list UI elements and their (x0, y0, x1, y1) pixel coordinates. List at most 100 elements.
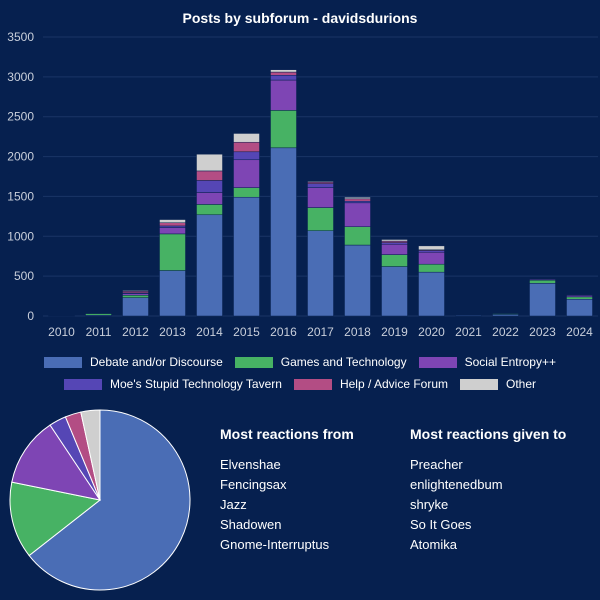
bar-segment (529, 279, 556, 284)
x-tick-label: 2016 (270, 325, 297, 339)
x-tick-label: 2021 (455, 325, 482, 339)
legend-item[interactable]: Moe's Stupid Technology Tavern (63, 377, 282, 391)
y-tick-label: 2500 (7, 110, 34, 124)
legend-swatch (460, 378, 498, 390)
reactions-from-item: Fencingsax (220, 477, 287, 492)
x-tick-label: 2020 (418, 325, 445, 339)
legend-row: Debate and/or Discourse Games and Technol… (0, 355, 600, 369)
legend-swatch (63, 378, 102, 390)
bar-segment (381, 244, 408, 255)
bar-segment (566, 299, 593, 317)
bar-segment (307, 183, 334, 188)
bar-segment (455, 314, 482, 317)
bar-segment (159, 270, 186, 317)
x-tick-label: 2014 (196, 325, 223, 339)
legend-label: Moe's Stupid Technology Tavern (109, 377, 282, 391)
legend-swatch (418, 356, 457, 368)
bar-segment (85, 313, 112, 316)
pie-slice (9, 481, 102, 557)
bar-segment (270, 69, 297, 73)
bar-segment (159, 227, 186, 235)
y-tick-label: 1500 (7, 189, 34, 203)
bar-segment (233, 159, 260, 188)
bar-segment (196, 192, 223, 205)
bar-segment (344, 196, 371, 200)
bar-segment (233, 133, 260, 143)
reactions-from-title: Most reactions from (220, 426, 354, 442)
y-tick-label: 0 (27, 309, 34, 323)
bar-segment (233, 141, 260, 153)
legend-row: Moe's Stupid Technology Tavern Help / Adv… (0, 377, 600, 391)
bar-segment (381, 239, 408, 242)
reactions-to-panel: Most reactions given to Preacher enlight… (410, 426, 566, 555)
reactions-to-title: Most reactions given to (410, 426, 567, 442)
bar-segment (196, 153, 223, 172)
bar-segment (344, 198, 371, 202)
bar-segment (566, 294, 593, 296)
bar-segment (159, 222, 186, 227)
x-tick-label: 2018 (344, 325, 371, 339)
pie-slice (28, 409, 191, 591)
legend-item[interactable]: Games and Technology (234, 355, 407, 369)
x-tick-label: 2015 (233, 325, 260, 339)
y-tick-label: 500 (14, 269, 34, 283)
bar-segment (418, 251, 445, 265)
bar-segment (159, 233, 186, 271)
reactions-to-item: Preacher (410, 457, 463, 472)
bar-segment (196, 204, 223, 216)
bar-segment (344, 202, 371, 227)
legend-label: Games and Technology (280, 355, 407, 369)
legend-item[interactable]: Social Entropy++ (418, 355, 556, 369)
legend-label: Help / Advice Forum (339, 377, 448, 391)
bar-segment (492, 313, 519, 315)
pie-slice (11, 424, 102, 501)
bar-segment (233, 187, 260, 198)
bar-segment (233, 151, 260, 161)
bar-segment (233, 196, 260, 317)
bar-segment (270, 110, 297, 149)
reactions-from-item: Jazz (220, 497, 247, 512)
y-tick-label: 1000 (7, 229, 34, 243)
bar-segment (122, 290, 149, 292)
x-tick-label: 2017 (307, 325, 334, 339)
bar-segment (270, 147, 297, 317)
bar-segment (381, 266, 408, 317)
bar-segment (381, 254, 408, 267)
x-tick-label: 2013 (159, 325, 186, 339)
legend-swatch (293, 378, 332, 390)
bar-segment (270, 79, 297, 111)
pie-slice (80, 409, 101, 501)
reactions-to-item: enlightenedbum (410, 477, 503, 492)
bar-segment (344, 226, 371, 246)
x-tick-label: 2022 (492, 325, 519, 339)
chart-title: Posts by subforum - davidsdurions (183, 10, 418, 26)
x-tick-label: 2023 (529, 325, 556, 339)
x-tick-label: 2019 (381, 325, 408, 339)
bar-segment (418, 271, 445, 317)
legend-label: Other (506, 377, 537, 391)
bar-segment (344, 244, 371, 317)
reactions-to-item: So It Goes (410, 517, 472, 532)
bar-segment (307, 187, 334, 208)
legend-item[interactable]: Help / Advice Forum (293, 377, 448, 391)
bar-segment (418, 263, 445, 273)
bar-segment (270, 71, 297, 76)
bar-segment (270, 75, 297, 81)
reactions-to-item: Atomika (410, 537, 457, 552)
bar-segment (418, 245, 445, 251)
reactions-from-panel: Most reactions from Elvenshae Fencingsax… (220, 426, 354, 555)
legend-item[interactable]: Debate and/or Discourse (44, 355, 223, 369)
x-tick-label: 2011 (86, 325, 112, 339)
reactions-from-item: Elvenshae (220, 457, 281, 472)
bar-segment (48, 315, 75, 317)
reactions-from-item: Shadowen (220, 517, 282, 532)
legend-item[interactable]: Other (460, 377, 536, 391)
legend-swatch (44, 356, 82, 368)
y-tick-label: 3000 (7, 70, 34, 84)
bar-segment (159, 219, 186, 223)
x-tick-label: 2024 (566, 325, 593, 339)
x-tick-label: 2012 (122, 325, 149, 339)
y-tick-label: 2000 (7, 150, 34, 164)
bar-segment (122, 295, 149, 298)
